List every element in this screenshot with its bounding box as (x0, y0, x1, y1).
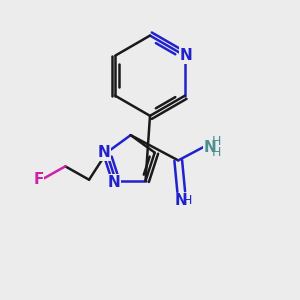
Text: N: N (97, 145, 110, 160)
Text: F: F (33, 172, 44, 187)
Text: H: H (211, 146, 221, 160)
Text: H: H (211, 135, 221, 148)
Text: N: N (180, 48, 193, 63)
Text: N: N (175, 193, 188, 208)
Text: N: N (203, 140, 216, 154)
Text: N: N (108, 175, 121, 190)
Text: H: H (182, 194, 192, 207)
